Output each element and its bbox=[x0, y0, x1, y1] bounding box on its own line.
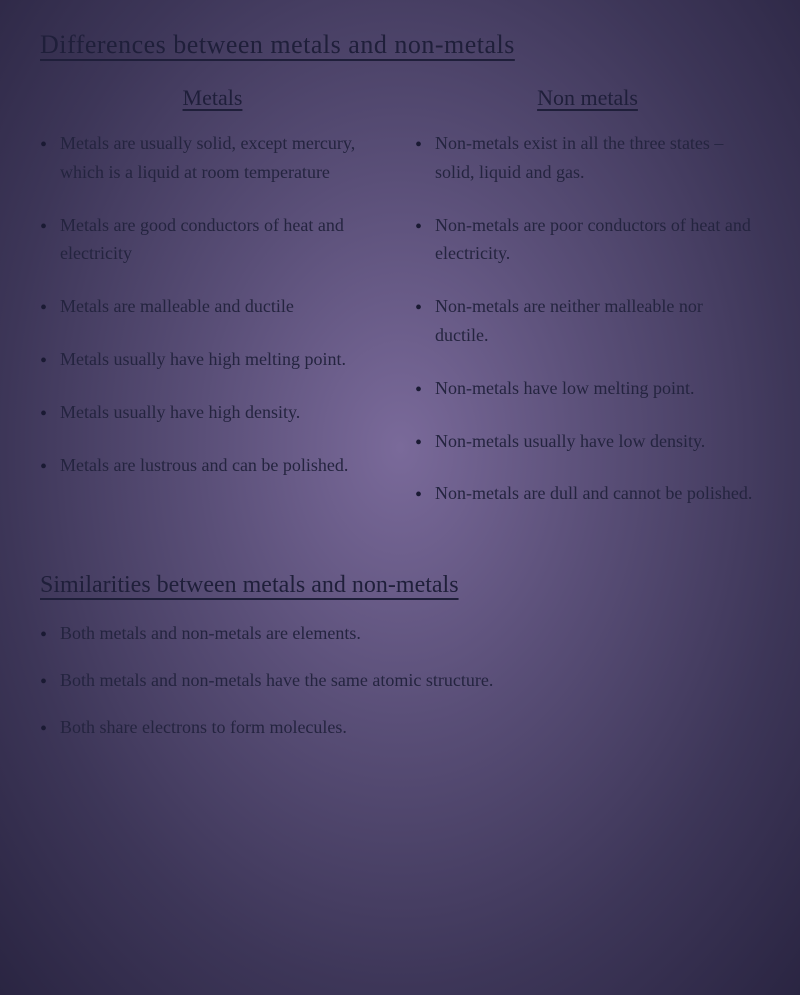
list-item: Non-metals are dull and cannot be polish… bbox=[415, 479, 760, 508]
comparison-columns: Metals Metals are usually solid, except … bbox=[40, 85, 760, 532]
list-item: Metals are usually solid, except mercury… bbox=[40, 129, 385, 187]
similarities-title: Similarities between metals and non-meta… bbox=[40, 572, 760, 599]
list-item: Non-metals usually have low density. bbox=[415, 427, 760, 456]
metals-header: Metals bbox=[40, 85, 385, 111]
handwritten-page: Differences between metals and non-metal… bbox=[0, 0, 800, 790]
list-item: Metals are good conductors of heat and e… bbox=[40, 211, 385, 269]
nonmetals-list: Non-metals exist in all the three states… bbox=[415, 129, 760, 508]
main-title: Differences between metals and non-metal… bbox=[40, 30, 760, 60]
metals-list: Metals are usually solid, except mercury… bbox=[40, 129, 385, 479]
list-item: Non-metals are neither malleable nor duc… bbox=[415, 292, 760, 350]
nonmetals-column: Non metals Non-metals exist in all the t… bbox=[415, 85, 760, 532]
list-item: Non-metals have low melting point. bbox=[415, 374, 760, 403]
list-item: Metals are lustrous and can be polished. bbox=[40, 451, 385, 480]
similarities-list: Both metals and non-metals are elements.… bbox=[40, 619, 760, 741]
list-item: Non-metals exist in all the three states… bbox=[415, 129, 760, 187]
list-item: Both metals and non-metals are elements. bbox=[40, 619, 760, 648]
list-item: Metals usually have high density. bbox=[40, 398, 385, 427]
metals-column: Metals Metals are usually solid, except … bbox=[40, 85, 385, 532]
similarities-section: Similarities between metals and non-meta… bbox=[40, 572, 760, 741]
list-item: Both metals and non-metals have the same… bbox=[40, 666, 760, 695]
nonmetals-header: Non metals bbox=[415, 85, 760, 111]
list-item: Metals are malleable and ductile bbox=[40, 292, 385, 321]
list-item: Non-metals are poor conductors of heat a… bbox=[415, 211, 760, 269]
list-item: Both share electrons to form molecules. bbox=[40, 713, 760, 742]
list-item: Metals usually have high melting point. bbox=[40, 345, 385, 374]
